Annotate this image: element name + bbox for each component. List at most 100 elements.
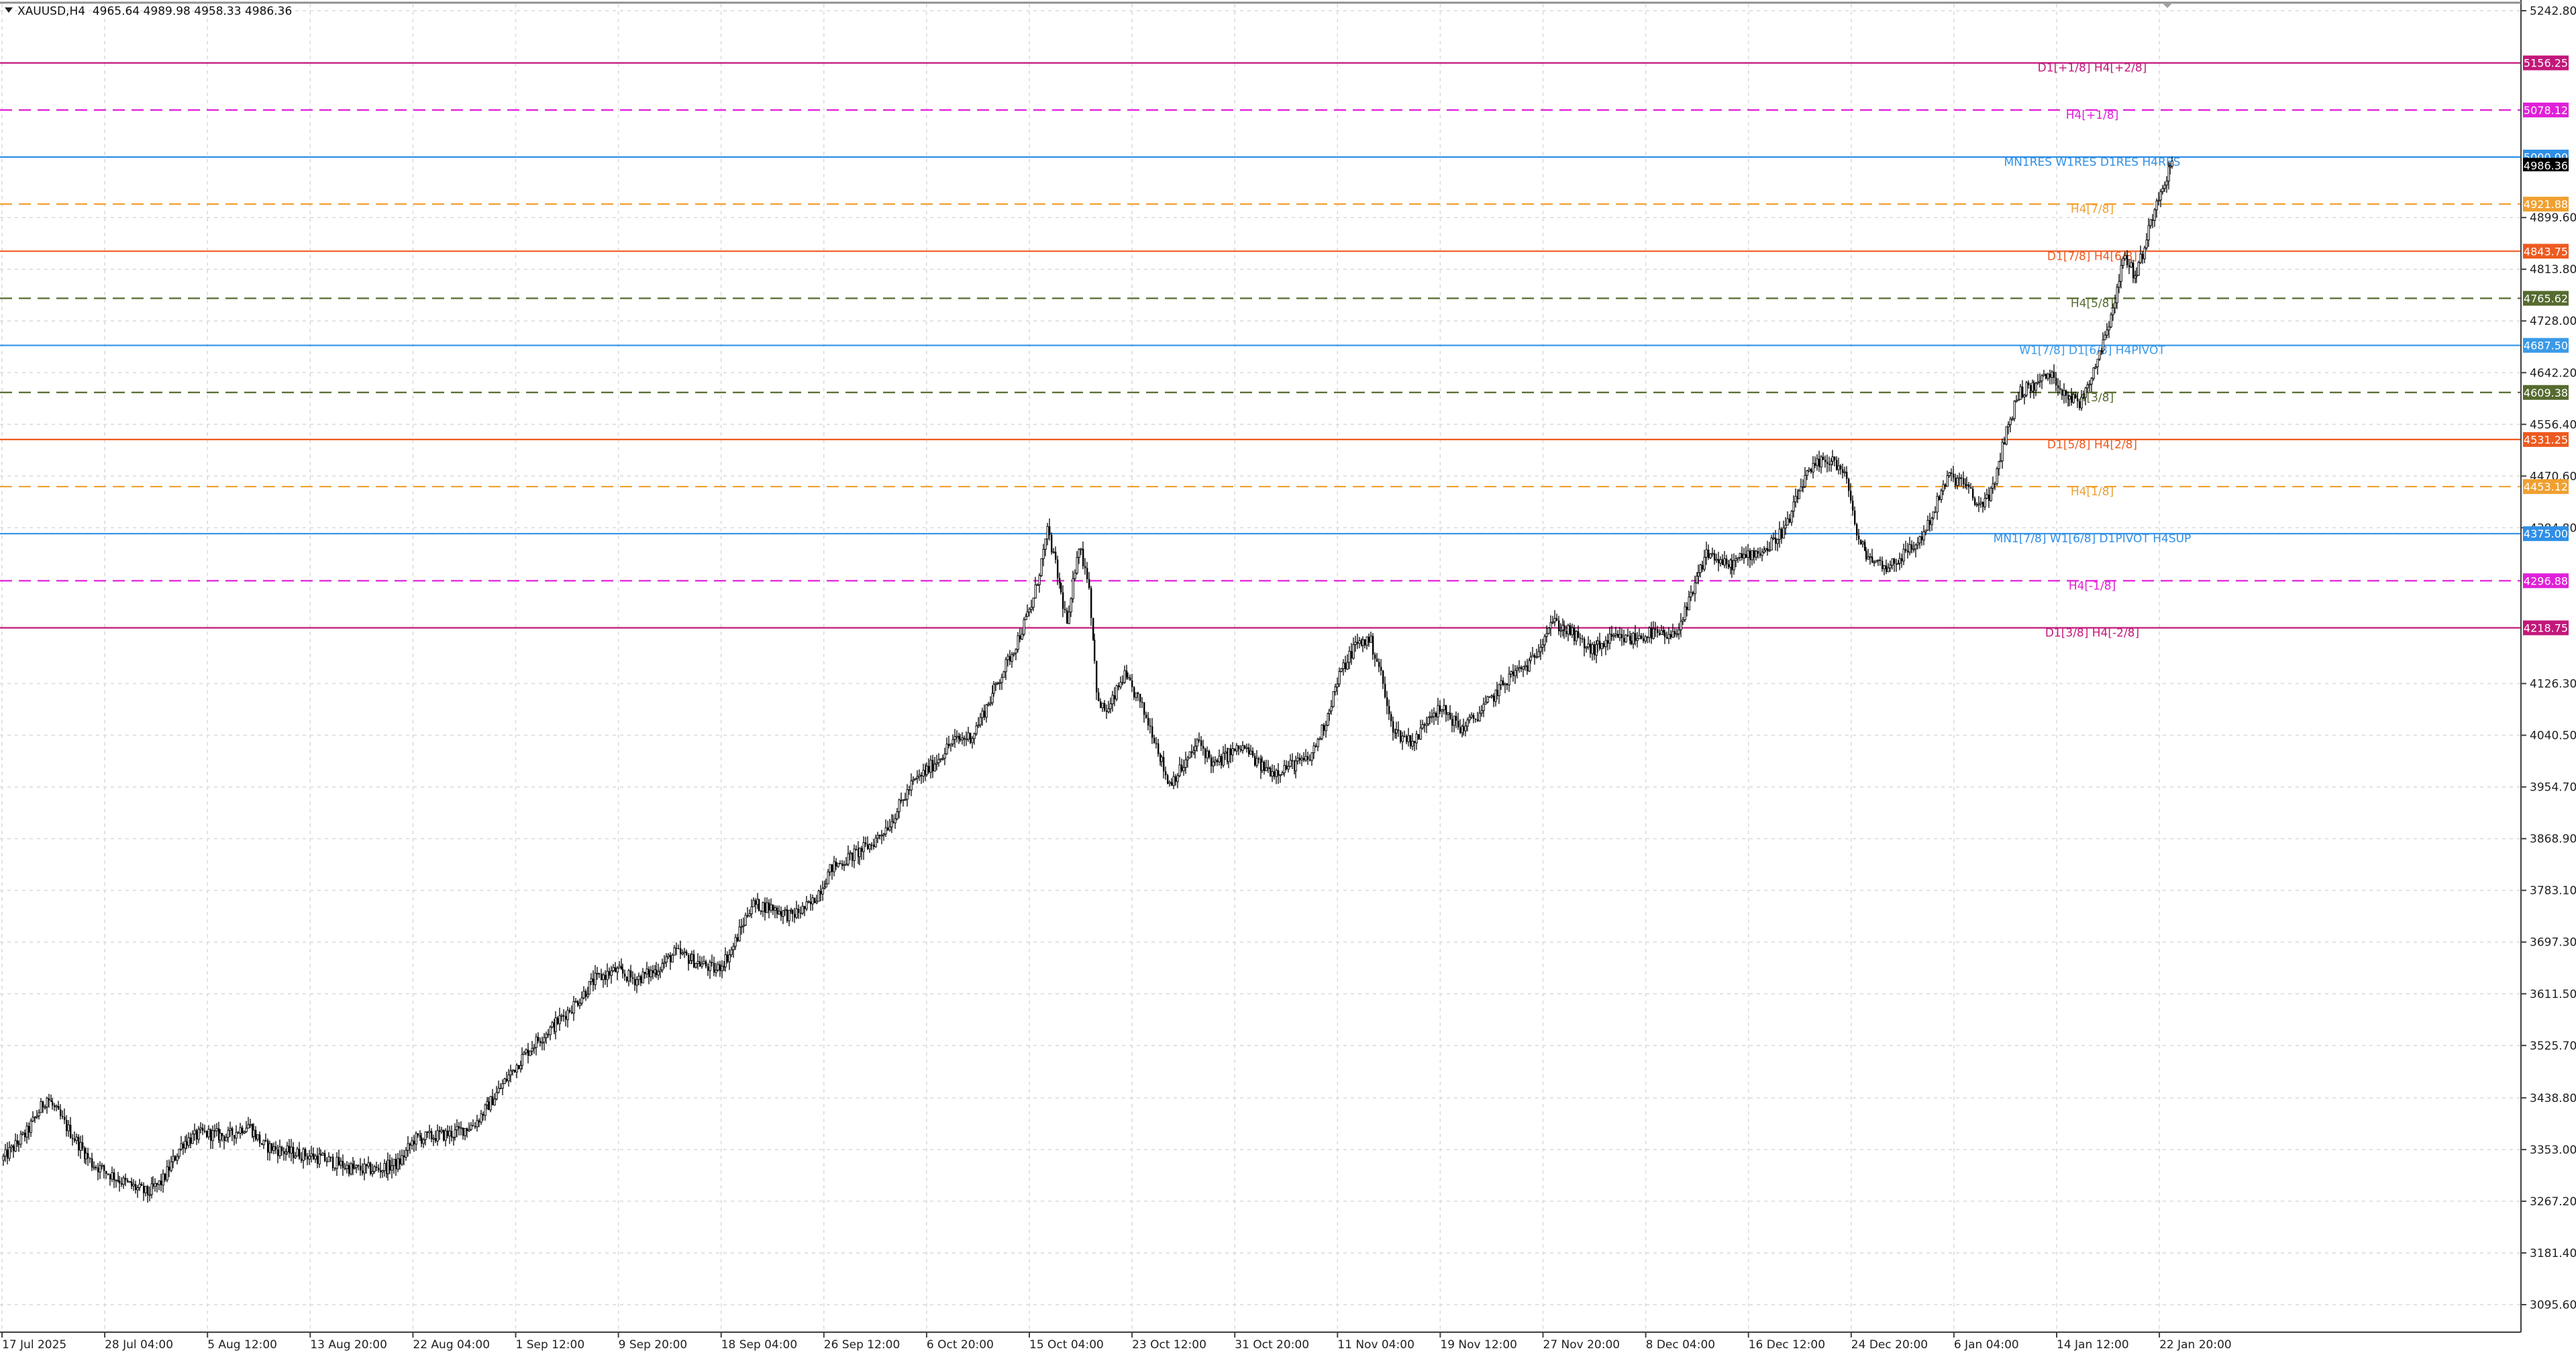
candle-body-down (1202, 746, 1204, 749)
candle-body-up (2114, 302, 2116, 309)
candle-body-up (715, 969, 717, 973)
candle-body-down (1418, 734, 1420, 740)
candle-body-up (849, 852, 852, 854)
candle-body-down (1584, 638, 1586, 648)
candle-body-up (256, 1134, 259, 1140)
candle-body-up (981, 710, 984, 718)
candle-body-up (252, 1129, 255, 1137)
candle-body-down (737, 937, 739, 941)
candle-body-up (659, 969, 662, 972)
candle-body-up (1279, 774, 1282, 776)
candle-body-down (909, 789, 911, 791)
level-price-tag-bg (2523, 620, 2569, 636)
candle-body-down (1439, 705, 1441, 712)
candle-body-up (876, 835, 879, 839)
candle-body-down (2028, 383, 2030, 385)
level-price-tag-bg (2523, 432, 2569, 447)
level-price-tag-label: 4296.88 (2524, 574, 2568, 587)
candle-body-up (1038, 575, 1041, 585)
candle-body-down (1057, 559, 1059, 578)
candle-body-up (501, 1083, 504, 1089)
candle-body-up (594, 972, 597, 985)
candle-body-up (8, 1147, 11, 1159)
candle-body-up (1004, 659, 1007, 672)
shift-marker-icon[interactable] (2162, 3, 2173, 8)
candle-body-up (2155, 200, 2158, 211)
candle-body-down (190, 1138, 192, 1144)
candle-body-up (432, 1138, 435, 1140)
candle-body-up (336, 1156, 338, 1169)
candle-body-up (734, 937, 737, 947)
candle-body-up (1352, 644, 1355, 659)
candle-body-up (243, 1131, 246, 1134)
candle-body-up (1908, 544, 1911, 553)
candle-body-down (1854, 510, 1856, 524)
candle-body-up (468, 1129, 470, 1131)
candle-body-up (79, 1142, 82, 1151)
candle-body-up (290, 1146, 293, 1154)
candle-body-down (1569, 625, 1572, 635)
candle-body-up (1768, 550, 1771, 552)
candle-body-up (2135, 274, 2138, 277)
candle-body-up (529, 1050, 531, 1056)
candle-body-down (1153, 738, 1155, 744)
candle-body-up (1178, 764, 1181, 776)
candle-body-down (1824, 460, 1826, 462)
candle-body-down (1473, 715, 1475, 719)
candle-body-down (814, 897, 816, 903)
candle-body-down (2077, 398, 2079, 401)
candle-body-down (1286, 765, 1288, 769)
candle-body-up (1214, 760, 1217, 762)
candle-body-up (1861, 541, 1864, 545)
candle-body-down (1019, 636, 1021, 640)
candle-body-up (1294, 760, 1297, 772)
candle-body-up (239, 1127, 242, 1134)
candle-body-up (1755, 550, 1757, 558)
candle-body-down (1059, 578, 1061, 583)
candle-body-down (97, 1167, 99, 1172)
candle-body-up (1366, 636, 1368, 646)
candle-body-up (904, 799, 907, 801)
candle-body-up (618, 966, 621, 968)
candle-body-down (1137, 693, 1139, 694)
level-label: D1[7/8] H4[6/8] (2047, 250, 2137, 263)
candle-body-up (554, 1017, 557, 1032)
candle-body-down (13, 1146, 15, 1152)
candle-body-up (424, 1131, 427, 1140)
candle-body-down (1556, 618, 1558, 621)
candle-body-down (223, 1136, 225, 1142)
candle-body-down (768, 903, 770, 911)
candle-body-down (1882, 560, 1884, 569)
candle-body-down (1951, 472, 1953, 474)
candle-body-down (711, 962, 713, 964)
candle-body-down (705, 961, 707, 967)
candle-body-down (1240, 749, 1242, 751)
candle-body-up (1830, 460, 1833, 465)
candle-body-up (1168, 782, 1171, 785)
candle-body-down (1607, 640, 1609, 644)
candle-body-down (1252, 751, 1254, 756)
candle-body-up (1328, 710, 1331, 714)
candle-body-down (48, 1098, 50, 1101)
candle-body-down (652, 970, 654, 973)
candle-body-up (302, 1148, 305, 1161)
chevron-down-icon[interactable] (5, 7, 13, 13)
candle-body-up (868, 844, 871, 850)
candle-body-up (272, 1146, 275, 1151)
candle-body-up (1443, 705, 1445, 711)
shift-marker[interactable] (2162, 3, 2173, 8)
candle-body-up (738, 926, 741, 942)
candle-body-up (1837, 465, 1840, 470)
candle-body-up (1304, 756, 1307, 761)
candle-body-up (310, 1153, 313, 1157)
candle-body-up (663, 962, 666, 964)
candle-body-up (1792, 501, 1795, 512)
candle-body-up (673, 947, 676, 956)
candle-body-up (801, 905, 804, 914)
candle-body-down (344, 1168, 346, 1170)
candle-body-down (1060, 583, 1062, 593)
candle-body-down (28, 1125, 30, 1133)
candle-body-up (1026, 611, 1029, 617)
